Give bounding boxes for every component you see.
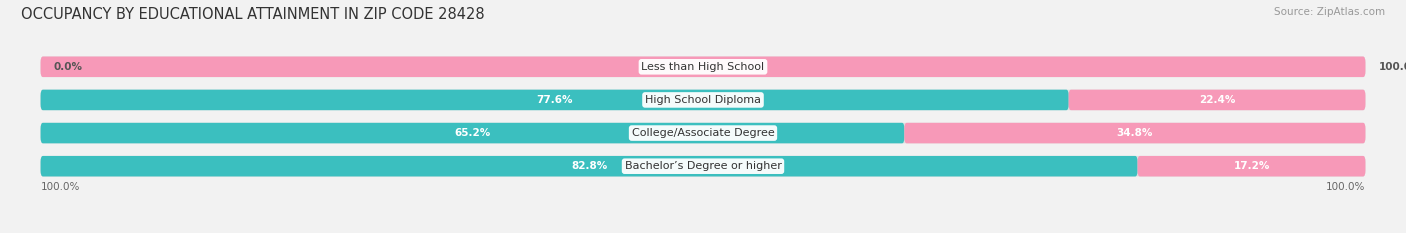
Text: 17.2%: 17.2% bbox=[1233, 161, 1270, 171]
FancyBboxPatch shape bbox=[41, 57, 1365, 77]
FancyBboxPatch shape bbox=[41, 123, 904, 143]
FancyBboxPatch shape bbox=[1069, 90, 1365, 110]
Text: Bachelor’s Degree or higher: Bachelor’s Degree or higher bbox=[624, 161, 782, 171]
Text: 0.0%: 0.0% bbox=[53, 62, 83, 72]
FancyBboxPatch shape bbox=[904, 123, 1365, 143]
Text: 22.4%: 22.4% bbox=[1199, 95, 1236, 105]
Text: 100.0%: 100.0% bbox=[41, 182, 80, 192]
Text: College/Associate Degree: College/Associate Degree bbox=[631, 128, 775, 138]
Text: Source: ZipAtlas.com: Source: ZipAtlas.com bbox=[1274, 7, 1385, 17]
FancyBboxPatch shape bbox=[41, 123, 1365, 143]
Text: 65.2%: 65.2% bbox=[454, 128, 491, 138]
Text: Less than High School: Less than High School bbox=[641, 62, 765, 72]
Text: 100.0%: 100.0% bbox=[1326, 182, 1365, 192]
FancyBboxPatch shape bbox=[41, 57, 1365, 77]
FancyBboxPatch shape bbox=[41, 90, 1365, 110]
Text: High School Diploma: High School Diploma bbox=[645, 95, 761, 105]
FancyBboxPatch shape bbox=[41, 90, 1069, 110]
Text: OCCUPANCY BY EDUCATIONAL ATTAINMENT IN ZIP CODE 28428: OCCUPANCY BY EDUCATIONAL ATTAINMENT IN Z… bbox=[21, 7, 485, 22]
Text: 100.0%: 100.0% bbox=[1379, 62, 1406, 72]
Text: 34.8%: 34.8% bbox=[1116, 128, 1153, 138]
FancyBboxPatch shape bbox=[41, 156, 1365, 176]
Text: 77.6%: 77.6% bbox=[536, 95, 572, 105]
FancyBboxPatch shape bbox=[1137, 156, 1365, 176]
Text: 82.8%: 82.8% bbox=[571, 161, 607, 171]
FancyBboxPatch shape bbox=[41, 156, 1137, 176]
